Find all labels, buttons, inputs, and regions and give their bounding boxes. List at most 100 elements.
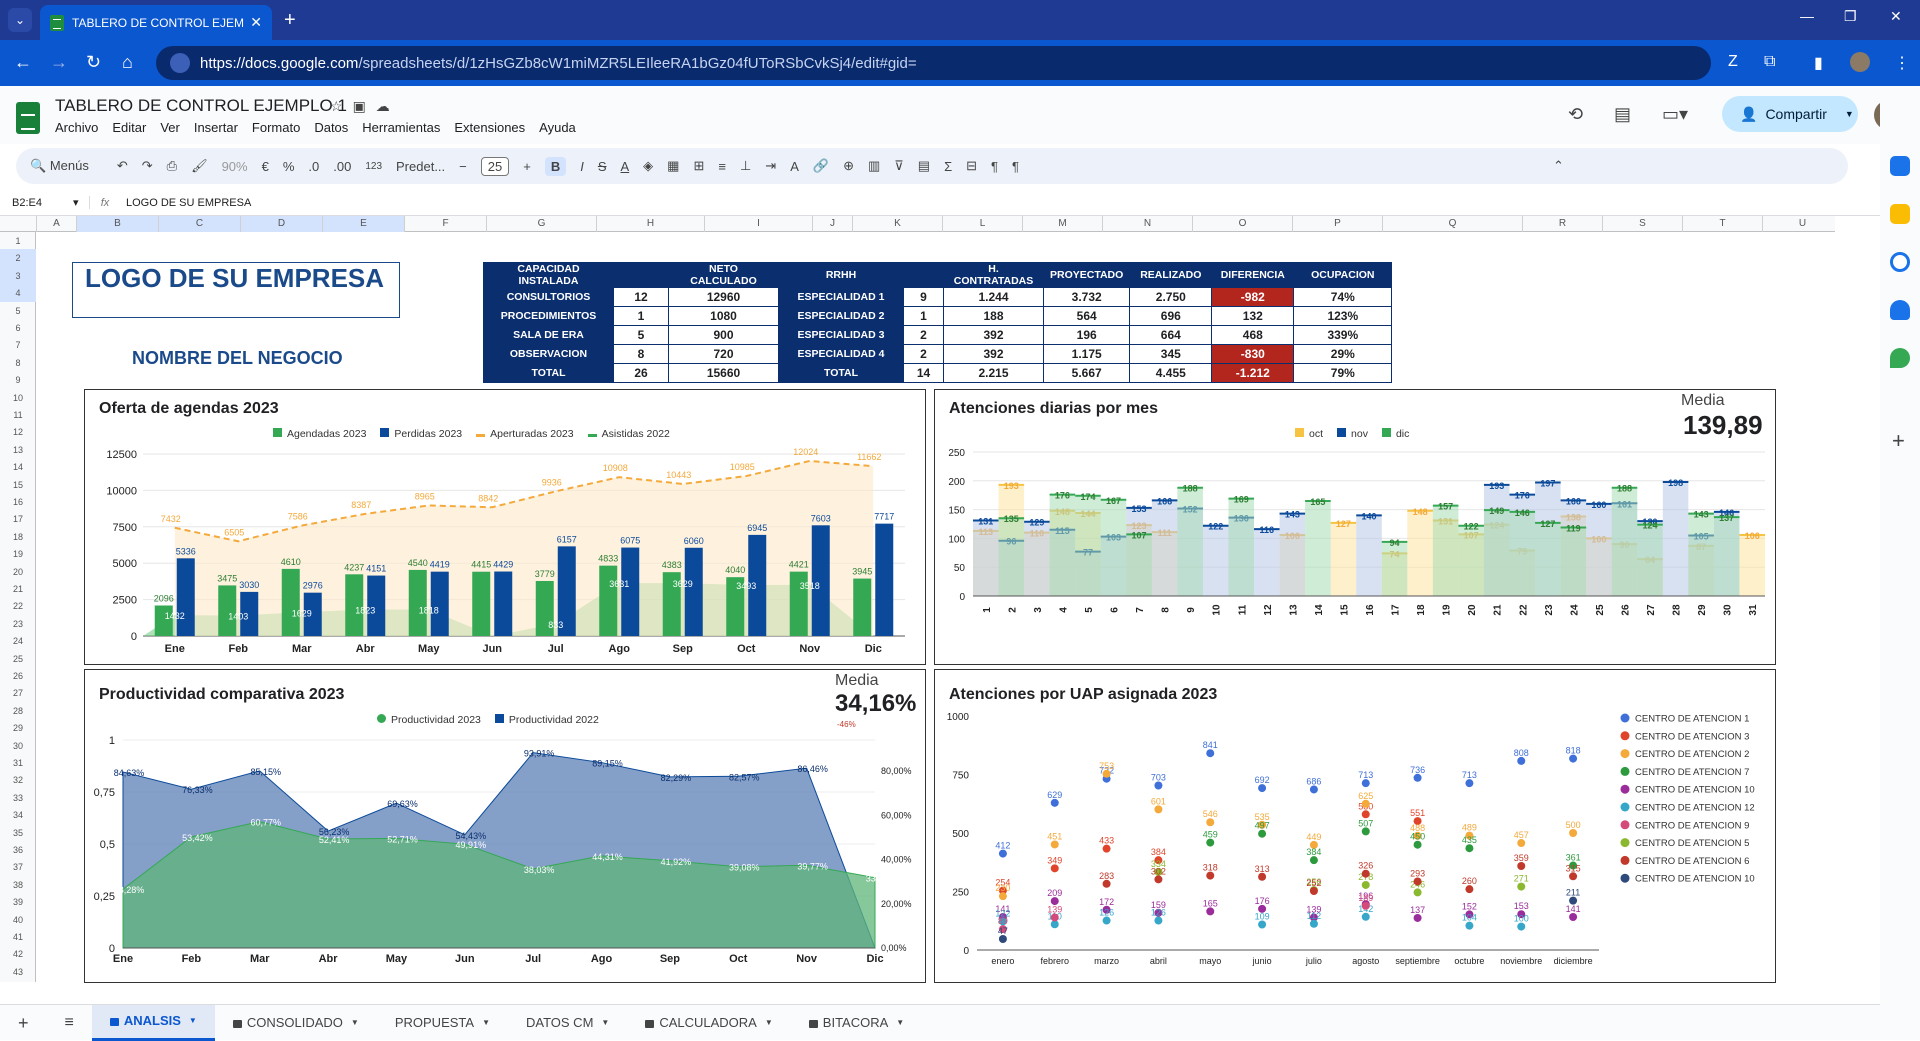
- decrease-decimal-button[interactable]: .0: [308, 158, 320, 174]
- kpi-cell[interactable]: 1080: [668, 306, 779, 326]
- namebox-chevron-icon[interactable]: ▾: [73, 197, 79, 209]
- kpi-cell[interactable]: 74%: [1293, 287, 1393, 307]
- cap-header-2[interactable]: NETO CALCULADO: [668, 262, 779, 288]
- kpi-cell[interactable]: 900: [668, 325, 779, 345]
- kpi-cell[interactable]: 188: [943, 306, 1044, 326]
- sheets-logo-icon[interactable]: [16, 102, 40, 134]
- kpi-cell[interactable]: 26: [613, 363, 669, 383]
- forward-icon[interactable]: →: [50, 52, 68, 72]
- kpi-cell[interactable]: 123%: [1293, 306, 1393, 326]
- row-header[interactable]: 18: [12, 531, 23, 542]
- new-tab-button[interactable]: +: [284, 9, 296, 31]
- functions-icon[interactable]: Σ: [944, 158, 953, 174]
- move-folder-icon[interactable]: ▣: [352, 98, 376, 114]
- share-button[interactable]: 👤 Compartir ▼: [1722, 96, 1858, 132]
- redo-icon[interactable]: ↷: [141, 158, 153, 173]
- kpi-cell[interactable]: ESPECIALIDAD 2: [778, 306, 904, 326]
- kpi-cell[interactable]: 8: [613, 344, 669, 364]
- strikethrough-button[interactable]: S: [597, 158, 607, 174]
- home-icon[interactable]: ⌂: [122, 52, 133, 72]
- add-addon-icon[interactable]: +: [1892, 428, 1905, 453]
- increase-decimal-button[interactable]: .00: [333, 158, 352, 174]
- rotate-icon[interactable]: A: [790, 158, 799, 174]
- row-header[interactable]: 16: [12, 497, 23, 507]
- kpi-cell[interactable]: 12: [613, 287, 669, 307]
- print-icon[interactable]: ⎙: [166, 158, 178, 173]
- row-header[interactable]: 34: [12, 810, 23, 821]
- link-icon[interactable]: 🔗: [812, 158, 830, 173]
- column-header[interactable]: O: [1192, 216, 1292, 232]
- rrhh-header-1[interactable]: [903, 262, 944, 288]
- kpi-cell[interactable]: CONSULTORIOS: [483, 287, 614, 307]
- rtl-icon[interactable]: ¶: [1012, 158, 1019, 174]
- kpi-cell[interactable]: TOTAL: [483, 363, 614, 383]
- borders-icon[interactable]: ▦: [667, 158, 680, 173]
- kpi-cell[interactable]: 196: [1042, 325, 1131, 345]
- chevron-down-icon[interactable]: ▼: [350, 1017, 359, 1027]
- font-size-increase-button[interactable]: +: [523, 158, 531, 174]
- tab-search-button[interactable]: ⌄: [8, 8, 32, 32]
- maps-icon[interactable]: [1890, 348, 1910, 368]
- kpi-cell[interactable]: 392: [943, 344, 1044, 364]
- row-header[interactable]: 37: [12, 862, 23, 873]
- chevron-down-icon[interactable]: ▼: [482, 1017, 490, 1027]
- chevron-down-icon[interactable]: ▼: [896, 1017, 905, 1027]
- menu-archivo[interactable]: Archivo: [55, 120, 99, 135]
- comment-icon[interactable]: ⊕: [843, 158, 854, 173]
- chevron-down-icon[interactable]: ▼: [601, 1017, 610, 1027]
- menu-ver[interactable]: Ver: [160, 120, 180, 135]
- kpi-cell[interactable]: -1.212: [1211, 363, 1295, 383]
- column-header[interactable]: K: [852, 216, 942, 232]
- row-header[interactable]: 28: [12, 705, 23, 716]
- row-header[interactable]: 33: [12, 792, 23, 803]
- column-header[interactable]: M: [1022, 216, 1102, 232]
- sheet-tab-analsis[interactable]: ANALSIS ▼: [91, 1004, 215, 1041]
- row-header[interactable]: 20: [12, 566, 23, 577]
- sheet-tab-propuesta[interactable]: PROPUESTA ▼: [377, 1005, 508, 1041]
- star-icon[interactable]: ☆: [330, 98, 353, 114]
- rrhh-header-2[interactable]: H. CONTRATADAS: [943, 262, 1044, 288]
- collapse-toolbar-icon[interactable]: ⌃: [1553, 158, 1564, 173]
- row-header[interactable]: 8: [15, 357, 21, 368]
- kpi-cell[interactable]: PROCEDIMIENTOS: [483, 306, 614, 326]
- row-header[interactable]: 22: [12, 601, 23, 612]
- row-header[interactable]: 25: [12, 653, 23, 664]
- sheet-tab-calculadora[interactable]: CALCULADORA ▼: [627, 1005, 790, 1041]
- browser-menu-icon[interactable]: ⋮: [1894, 55, 1910, 72]
- kpi-cell[interactable]: 14: [903, 363, 944, 383]
- valign-icon[interactable]: ⊥: [739, 158, 752, 173]
- text-color-button[interactable]: A: [620, 158, 630, 174]
- kpi-cell[interactable]: 12960: [668, 287, 779, 307]
- kpi-cell[interactable]: -830: [1211, 344, 1295, 364]
- restore-window-icon[interactable]: ❐: [1844, 8, 1857, 24]
- kpi-cell[interactable]: 2.750: [1129, 287, 1213, 307]
- row-header[interactable]: 6: [15, 323, 21, 333]
- extension-icon[interactable]: Z: [1728, 53, 1738, 70]
- filter-icon[interactable]: ⊽: [894, 158, 904, 173]
- keep-icon[interactable]: [1890, 204, 1910, 224]
- kpi-cell[interactable]: 79%: [1293, 363, 1393, 383]
- rrhh-header-4[interactable]: REALIZADO: [1129, 262, 1213, 288]
- kpi-cell[interactable]: 1: [903, 306, 944, 326]
- version-history-icon[interactable]: ⟲: [1568, 104, 1584, 124]
- row-header[interactable]: 4: [0, 284, 36, 303]
- kpi-cell[interactable]: ESPECIALIDAD 4: [778, 344, 904, 364]
- menu-herramientas[interactable]: Herramientas: [362, 120, 441, 135]
- chart-icon[interactable]: ▥: [867, 158, 881, 173]
- search-menus-input[interactable]: 🔍 Menús: [30, 158, 89, 173]
- row-header[interactable]: 41: [12, 932, 23, 942]
- row-header[interactable]: 17: [12, 514, 23, 525]
- more-formats-button[interactable]: 123: [365, 160, 383, 172]
- kpi-cell[interactable]: 392: [943, 325, 1044, 345]
- kpi-cell[interactable]: SALA DE ERA: [483, 325, 614, 345]
- column-header[interactable]: S: [1602, 216, 1682, 232]
- row-header[interactable]: 19: [12, 549, 23, 560]
- chevron-down-icon[interactable]: ▼: [188, 1016, 197, 1025]
- all-sheets-icon[interactable]: ≡: [64, 1013, 74, 1031]
- row-header[interactable]: 10: [12, 392, 23, 403]
- kpi-cell[interactable]: 720: [668, 344, 779, 364]
- freeze-icon[interactable]: ⊟: [966, 158, 978, 173]
- rrhh-header-6[interactable]: OCUPACION: [1293, 262, 1393, 288]
- menu-datos[interactable]: Datos: [314, 120, 349, 135]
- kpi-cell[interactable]: -982: [1211, 287, 1295, 307]
